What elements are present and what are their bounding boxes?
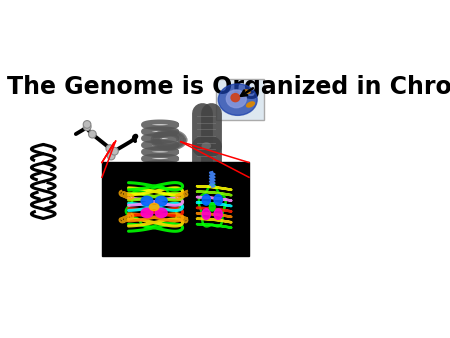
Ellipse shape — [218, 84, 257, 115]
Bar — [216, 79, 264, 120]
Ellipse shape — [231, 94, 239, 102]
Bar — [102, 163, 249, 256]
Ellipse shape — [214, 209, 222, 219]
Ellipse shape — [141, 196, 153, 206]
Ellipse shape — [244, 90, 250, 93]
Ellipse shape — [202, 194, 211, 205]
Circle shape — [111, 147, 118, 155]
Ellipse shape — [202, 209, 211, 219]
Circle shape — [106, 145, 114, 152]
Circle shape — [83, 121, 91, 128]
Ellipse shape — [214, 194, 222, 205]
Ellipse shape — [155, 208, 167, 218]
Circle shape — [89, 130, 96, 138]
Ellipse shape — [141, 208, 153, 218]
Circle shape — [83, 123, 91, 130]
Ellipse shape — [209, 203, 215, 211]
Ellipse shape — [247, 102, 254, 107]
Ellipse shape — [155, 196, 167, 206]
Ellipse shape — [202, 143, 211, 149]
Ellipse shape — [149, 203, 159, 211]
Text: The Genome is Organized in Chromatin: The Genome is Organized in Chromatin — [7, 75, 450, 99]
Ellipse shape — [226, 90, 246, 108]
Circle shape — [108, 152, 115, 160]
